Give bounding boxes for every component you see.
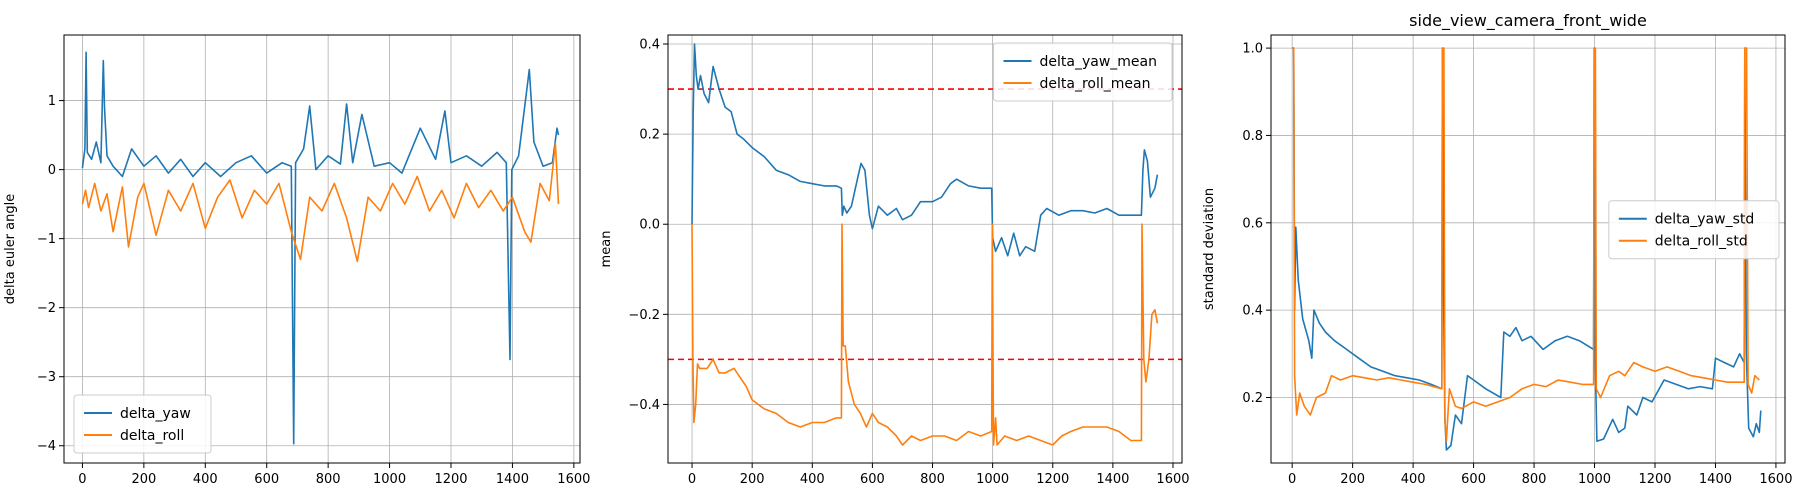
- axes-frame: [667, 34, 1183, 464]
- series-line-delta_yaw_mean: [691, 43, 1159, 257]
- y-tick-label-0.4: 0.4: [1242, 304, 1263, 319]
- x-tick-label-800: 800: [920, 472, 945, 487]
- legend-box: [1608, 200, 1780, 260]
- x-tick-label-400: 400: [1401, 472, 1426, 487]
- legend-label-delta_roll_std: delta_roll_std: [1655, 234, 1748, 250]
- x-tick-label-400: 400: [193, 472, 218, 487]
- legend-box: [73, 394, 212, 454]
- x-tick-label-1000: 1000: [976, 472, 1009, 487]
- y-axis-label: mean: [599, 231, 614, 268]
- series-line-delta_roll_std: [1292, 47, 1760, 442]
- axes-frame: [63, 34, 581, 464]
- chart-1: 0 200 400 600 800 1000 1200 1400 1600 −4 −3 −2 −1 0 1 d…: [3, 34, 590, 487]
- legend: delta_yaw_std delta_roll_std: [1608, 200, 1780, 260]
- x-tick-label-600: 600: [254, 472, 279, 487]
- x-tick-label-1400: 1400: [1699, 472, 1732, 487]
- legend-label-delta_roll: delta_roll: [120, 428, 184, 444]
- x-tick-label-1600: 1600: [557, 472, 590, 487]
- x-tick-label-600: 600: [1461, 472, 1486, 487]
- x-tick-label-1000: 1000: [373, 472, 406, 487]
- x-tick-label-1200: 1200: [1036, 472, 1069, 487]
- y-axis-label: standard deviation: [1202, 188, 1217, 310]
- x-tick-label-200: 200: [131, 472, 156, 487]
- y-tick-label-1.0: 1.0: [1242, 42, 1263, 57]
- y-tick-label-−2: −2: [37, 301, 56, 316]
- series-line-delta_roll_mean: [691, 223, 1159, 446]
- axes-frame: [1270, 34, 1786, 464]
- y-tick-label-0.4: 0.4: [639, 38, 660, 53]
- y-tick-label-−0.2: −0.2: [628, 308, 660, 323]
- x-tick-label-1400: 1400: [1096, 472, 1129, 487]
- series-line-delta_yaw: [81, 51, 560, 445]
- x-tick-label-200: 200: [740, 472, 765, 487]
- legend: delta_yaw_mean delta_roll_mean: [993, 42, 1173, 102]
- legend-label-delta_yaw_std: delta_yaw_std: [1655, 212, 1754, 228]
- series-line-delta_yaw_std: [1292, 47, 1762, 451]
- x-tick-label-1600: 1600: [1156, 472, 1189, 487]
- y-tick-label-−4: −4: [37, 439, 56, 454]
- legend-label-delta_yaw_mean: delta_yaw_mean: [1040, 54, 1157, 70]
- chart-3: 0 200 400 600 800 1000 1200 1400 1600 0.2 0.4 0.6 0.…: [1202, 11, 1792, 487]
- y-tick-label-0.2: 0.2: [639, 128, 660, 143]
- y-tick-label-0: 0: [48, 163, 56, 178]
- y-tick-label-−1: −1: [37, 232, 56, 247]
- x-tick-label-1600: 1600: [1759, 472, 1792, 487]
- x-tick-label-0: 0: [78, 472, 86, 487]
- legend: delta_yaw delta_roll: [73, 394, 212, 454]
- x-tick-label-0: 0: [1288, 472, 1296, 487]
- x-tick-label-800: 800: [316, 472, 341, 487]
- legend-box: [993, 42, 1173, 102]
- chart-title: side_view_camera_front_wide: [1409, 11, 1647, 31]
- y-axis-label: delta euler angle: [3, 194, 18, 304]
- x-tick-label-200: 200: [1340, 472, 1365, 487]
- x-tick-label-1400: 1400: [496, 472, 529, 487]
- x-tick-label-600: 600: [860, 472, 885, 487]
- y-tick-label-1: 1: [48, 94, 56, 109]
- x-tick-label-1200: 1200: [1638, 472, 1671, 487]
- x-tick-label-1200: 1200: [434, 472, 467, 487]
- y-tick-label-−0.4: −0.4: [628, 398, 660, 413]
- y-tick-label-0.0: 0.0: [639, 218, 660, 233]
- legend-label-delta_yaw: delta_yaw: [120, 406, 191, 422]
- x-tick-label-1000: 1000: [1578, 472, 1611, 487]
- x-tick-label-0: 0: [688, 472, 696, 487]
- chart-2: 0 200 400 600 800 1000 1200 1400 1600 −0.4 −0.2 0.0…: [599, 34, 1190, 487]
- y-tick-label-0.8: 0.8: [1242, 129, 1263, 144]
- legend-label-delta_roll_mean: delta_roll_mean: [1040, 76, 1151, 92]
- y-tick-label-−3: −3: [37, 370, 56, 385]
- x-tick-label-400: 400: [800, 472, 825, 487]
- series-line-delta_roll: [81, 142, 560, 263]
- y-tick-label-0.2: 0.2: [1242, 391, 1263, 406]
- x-tick-label-800: 800: [1522, 472, 1547, 487]
- y-tick-label-0.6: 0.6: [1242, 216, 1263, 231]
